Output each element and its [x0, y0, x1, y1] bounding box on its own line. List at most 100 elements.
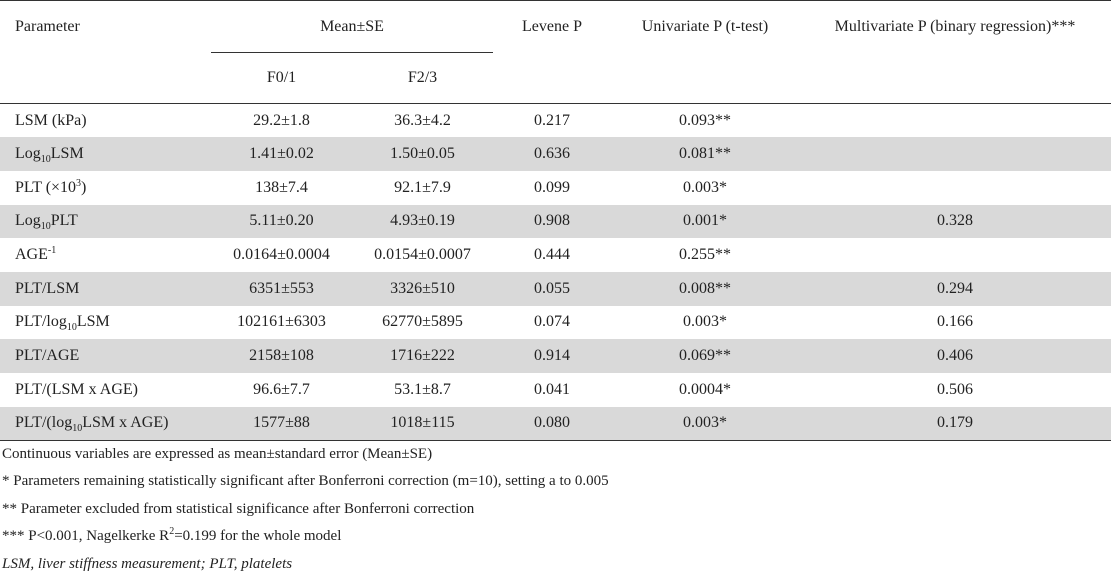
header-multivariate: Multivariate P (binary regression)***	[799, 0, 1111, 53]
cell-parameter: PLT/(log10LSM x AGE)	[0, 406, 211, 441]
table-row: PLT/log10LSM 102161±6303 62770±5895 0.074 0.…	[0, 306, 1111, 340]
cell-univariate-p: 0.069**	[611, 339, 800, 373]
cell-f01-mean: 1577±88	[211, 406, 352, 441]
cell-f23-mean: 36.3±4.2	[394, 111, 451, 129]
cell-multivariate-p	[799, 171, 1111, 205]
parameter-name-suffix: PLT	[50, 212, 78, 230]
parameter-name-suffix: LSM x AGE)	[82, 414, 169, 432]
parameter-name: PLT/AGE	[15, 347, 80, 365]
cell-parameter: PLT/AGE	[0, 339, 211, 373]
cell-f23-mean: 4.93±0.19	[352, 204, 494, 239]
footnote-superscript: 2	[169, 526, 175, 538]
cell-multivariate-p: 0.406	[799, 339, 1111, 373]
header-mean-se-rule	[211, 52, 494, 53]
cell-univariate-p: 0.081**	[611, 137, 800, 171]
header-parameter: Parameter	[0, 0, 211, 53]
cell-univariate-p: 0.093**	[679, 111, 732, 129]
cell-univariate-p: 0.003*	[611, 406, 800, 441]
parameter-name: PLT/log	[15, 313, 67, 331]
parameter-name-suffix: LSM	[50, 145, 84, 163]
cell-f01-mean: 138±7.4	[255, 178, 308, 196]
cell-f23-mean: 1716±222	[352, 339, 494, 373]
cell-f23-mean: 3326±510	[352, 271, 494, 306]
parameter-subscript: 10	[40, 221, 51, 233]
cell-parameter: LSM (kPa)	[0, 104, 211, 138]
cell-levene-p: 0.217	[534, 111, 571, 129]
cell-multivariate-p	[799, 137, 1111, 171]
parameter-name-suffix: LSM	[76, 313, 110, 331]
table-row: Log10PLT 5.11±0.20 4.93±0.19 0.908 0.001* 0.3…	[0, 204, 1111, 239]
header-blank	[493, 53, 612, 104]
cell-f23-mean: 1.50±0.05	[352, 137, 494, 171]
cell-levene-p: 0.099	[534, 178, 571, 196]
parameter-name: PLT/(LSM x AGE)	[15, 380, 138, 398]
cell-f23-mean: 62770±5895	[382, 313, 463, 331]
table-row: AGE-1 0.0164±0.0004 0.0154±0.0007 0.444 0.25…	[0, 238, 1111, 272]
cell-univariate-p: 0.003*	[683, 313, 728, 331]
header-univariate: Univariate P (t-test)	[611, 0, 800, 53]
parameter-subscript: 10	[72, 423, 83, 435]
cell-parameter: PLT/(LSM x AGE)	[0, 373, 211, 407]
cell-levene-p: 0.074	[534, 313, 571, 331]
cell-levene-p: 0.444	[534, 246, 571, 264]
table-row: LSM (kPa) 29.2±1.8 36.3±4.2 0.217 0.093**	[0, 104, 1111, 138]
footnote: * Parameters remaining statistically sig…	[2, 473, 609, 490]
footnote: ** Parameter excluded from statistical s…	[2, 500, 475, 517]
cell-univariate-p: 0.255**	[679, 246, 732, 264]
footnote-text: *** P<0.001, Nagelkerke R	[2, 528, 170, 545]
parameter-name: PLT/(log	[15, 414, 73, 432]
header-blank	[799, 53, 1111, 104]
footnote: LSM, liver stiffness measurement; PLT, p…	[2, 555, 293, 572]
parameter-subscript: 10	[66, 322, 77, 334]
table-row: PLT/LSM 6351±553 3326±510 0.055 0.008** 0.294	[0, 271, 1111, 306]
parameter-name: Log	[15, 212, 41, 230]
header-blank	[0, 53, 211, 104]
cell-f23-mean: 1018±115	[352, 406, 494, 441]
parameter-superscript: 3	[76, 177, 82, 189]
results-table: Parameter Mean±SE Levene P Univariate P …	[0, 0, 1111, 441]
cell-parameter: PLT/log10LSM	[0, 306, 211, 340]
header-levene: Levene P	[493, 0, 612, 53]
cell-parameter: Log10LSM	[0, 137, 211, 171]
cell-levene-p: 0.080	[493, 406, 612, 441]
cell-multivariate-p	[799, 104, 1111, 138]
table-header: Parameter Mean±SE Levene P Univariate P …	[0, 0, 1111, 104]
cell-levene-p: 0.636	[493, 137, 612, 171]
parameter-name: PLT (×10	[15, 178, 77, 196]
parameter-subscript: 10	[40, 154, 51, 166]
cell-f01-mean: 0.0164±0.0004	[233, 246, 330, 264]
cell-multivariate-p: 0.328	[799, 204, 1111, 239]
parameter-name-suffix: )	[81, 178, 87, 196]
table-row: Log10LSM 1.41±0.02 1.50±0.05 0.636 0.081**	[0, 137, 1111, 171]
cell-multivariate-p: 0.294	[799, 271, 1111, 306]
cell-parameter: Log10PLT	[0, 204, 211, 239]
cell-multivariate-p: 0.166	[937, 313, 974, 331]
cell-multivariate-p	[799, 238, 1111, 272]
footnote: Continuous variables are expressed as me…	[2, 445, 433, 462]
cell-parameter: PLT/LSM	[0, 271, 211, 306]
footnote: *** P<0.001, Nagelkerke R2=0.199 for the…	[2, 523, 1111, 551]
table-row: PLT (×103) 138±7.4 92.1±7.9 0.099 0.003*	[0, 171, 1111, 205]
cell-f01-mean: 102161±6303	[237, 313, 326, 331]
footnote-text-suffix: =0.199 for the whole model	[174, 528, 342, 545]
cell-f23-mean: 53.1±8.7	[394, 380, 451, 398]
cell-univariate-p: 0.003*	[683, 178, 728, 196]
cell-f01-mean: 1.41±0.02	[211, 137, 352, 171]
parameter-name: Log	[15, 145, 41, 163]
cell-f23-mean: 0.0154±0.0007	[374, 246, 471, 264]
cell-univariate-p: 0.008**	[611, 271, 800, 306]
cell-multivariate-p: 0.179	[799, 406, 1111, 441]
cell-f01-mean: 6351±553	[211, 271, 352, 306]
cell-univariate-p: 0.0004*	[679, 380, 732, 398]
parameter-superscript: -1	[47, 245, 57, 257]
cell-parameter: PLT (×103)	[0, 171, 211, 205]
cell-levene-p: 0.914	[493, 339, 612, 373]
cell-f01-mean: 2158±108	[211, 339, 352, 373]
parameter-name: PLT/LSM	[15, 279, 80, 297]
cell-f01-mean: 96.6±7.7	[253, 380, 310, 398]
table-row: PLT/(LSM x AGE) 96.6±7.7 53.1±8.7 0.041 0.00…	[0, 373, 1111, 407]
header-mean-se: Mean±SE	[211, 0, 494, 53]
parameter-name: LSM (kPa)	[15, 111, 87, 129]
table-row: PLT/AGE 2158±108 1716±222 0.914 0.069** 0.406	[0, 339, 1111, 373]
cell-univariate-p: 0.001*	[611, 204, 800, 239]
